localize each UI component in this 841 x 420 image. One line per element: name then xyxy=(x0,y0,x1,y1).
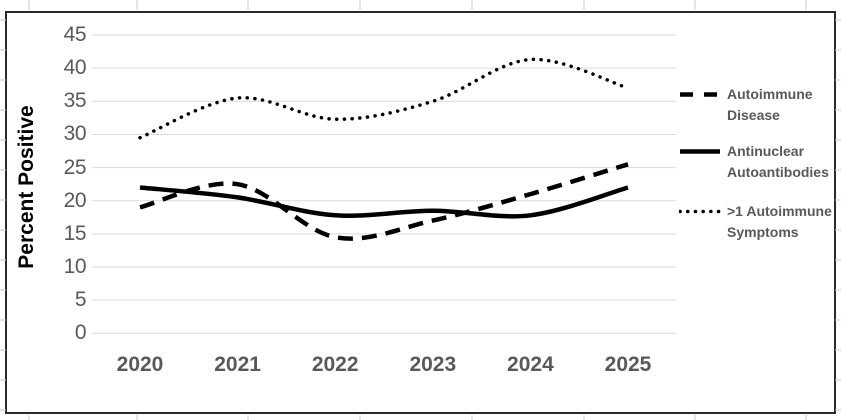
series-line-gt1-autoimmune-symptoms xyxy=(138,57,630,140)
y-tick-label: 0 xyxy=(74,321,87,345)
legend-entry-autoimmune-disease: Autoimmune Disease xyxy=(679,84,813,126)
legend-entry-antinuclear-autoantibodies: Antinuclear Autoantibodies xyxy=(679,141,829,183)
y-tick-label: 35 xyxy=(63,89,87,113)
x-tick-label: 2020 xyxy=(116,353,164,376)
y-tick-label: 45 xyxy=(63,23,87,47)
legend-solid-line-icon xyxy=(680,149,720,154)
series-line-antinuclear-autoantibodies xyxy=(139,185,629,219)
y-tick-label: 10 xyxy=(63,255,87,279)
y-tick-label: 15 xyxy=(63,221,87,245)
x-tick-label: 2025 xyxy=(604,353,652,376)
y-tick-label: 5 xyxy=(74,288,87,312)
legend-label: Autoimmune Disease xyxy=(727,86,813,123)
x-tick-label: 2024 xyxy=(507,353,554,376)
y-tick-label: 40 xyxy=(63,56,87,80)
legend-label: Antinuclear Autoantibodies xyxy=(727,143,829,180)
x-tick-label: 2021 xyxy=(214,353,261,376)
x-tick-label: 2022 xyxy=(311,353,359,376)
series-line-autoimmune-disease xyxy=(139,162,629,241)
y-tick-label: 30 xyxy=(63,122,87,146)
legend-entry-gt1-autoimmune-symptoms: >1 Autoimmune Symptoms xyxy=(679,201,832,243)
y-tick-label: 20 xyxy=(63,188,87,212)
x-tick-label: 2023 xyxy=(409,353,457,376)
legend-label: >1 Autoimmune Symptoms xyxy=(727,203,832,240)
y-tick-label: 25 xyxy=(63,155,87,179)
legend-dashed-line-icon xyxy=(680,92,720,97)
legend-dotted-line-icon xyxy=(679,209,721,214)
